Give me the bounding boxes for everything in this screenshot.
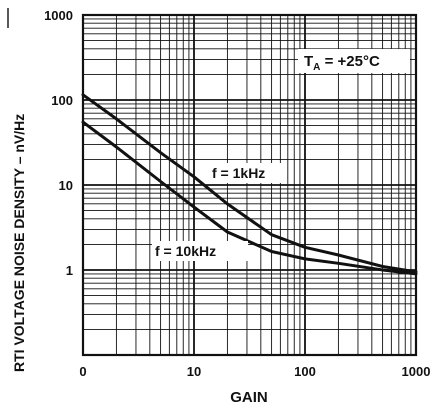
series-label: f = 1kHz (212, 165, 265, 181)
series-label-bg (152, 241, 248, 261)
x-tick-label: 0 (79, 364, 86, 379)
temperature-rest: = +25°C (320, 53, 380, 70)
series-label-bg (209, 163, 285, 183)
series-lines (81, 93, 418, 276)
y-tick-label: 100 (51, 93, 73, 108)
grid (81, 13, 418, 357)
temperature-main: T (304, 53, 313, 70)
temperature-sub: A (313, 62, 320, 73)
plot-frame (81, 13, 418, 357)
y-tick-label: 10 (59, 178, 73, 193)
x-tick-label: 100 (294, 364, 316, 379)
chart-labels: GAIN RTI VOLTAGE NOISE DENSITY – nV/Hz T… (7, 8, 431, 406)
y-axis-label: RTI VOLTAGE NOISE DENSITY – nV/Hz (11, 114, 27, 372)
y-tick-label: 1 (66, 263, 73, 278)
x-tick-label: 10 (187, 364, 201, 379)
temperature-annotation: TA = +25°C (304, 53, 380, 73)
temperature-annotation-bg (298, 49, 410, 73)
series-label: f = 10kHz (155, 243, 216, 259)
series-line-1khz (81, 93, 418, 274)
y-tick-label: 1000 (44, 8, 73, 23)
y-axis-label-unit: Hz (11, 114, 27, 131)
y-axis-label-main: RTI VOLTAGE NOISE DENSITY – nV/ (11, 131, 27, 372)
x-axis-label: GAIN (230, 389, 268, 406)
series-line-10khz (81, 120, 418, 276)
x-tick-label: 1000 (402, 364, 431, 379)
